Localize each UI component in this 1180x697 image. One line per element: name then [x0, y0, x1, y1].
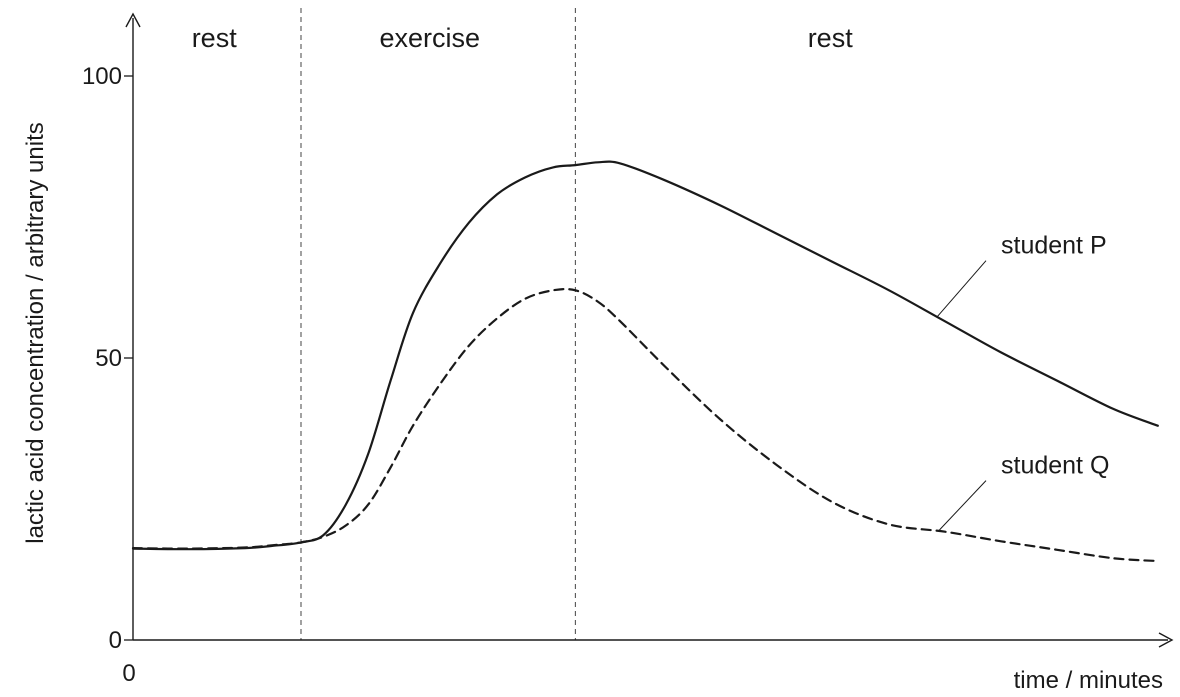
annotations: student P student Q — [936, 232, 1109, 531]
y-ticks: 0 50 100 — [82, 63, 133, 654]
series-line-student-p — [131, 160, 1159, 551]
annotation-leader-line — [936, 260, 987, 318]
series-label: student P — [1001, 232, 1107, 260]
series-label: student Q — [1001, 452, 1109, 480]
series-line-student-q — [131, 287, 1159, 563]
x-ticks: 0 — [122, 660, 135, 687]
phase-boundaries — [300, 8, 576, 640]
series — [131, 160, 1159, 563]
y-tick-label: 50 — [95, 345, 122, 372]
x-axis-title: time / minutes — [1014, 667, 1163, 694]
phase-label: rest — [192, 23, 238, 53]
axes — [125, 12, 1174, 648]
y-tick-label: 0 — [109, 627, 122, 654]
y-tick-label: 100 — [82, 63, 122, 90]
x-tick-label: 0 — [122, 660, 135, 687]
phase-label: exercise — [380, 23, 481, 53]
phase-labels: rest exercise rest — [192, 23, 854, 53]
x-axis-arrowhead — [1158, 632, 1174, 648]
phase-label: rest — [808, 23, 854, 53]
y-axis-arrowhead — [125, 12, 141, 28]
y-axis-title: lactic acid concentration / arbitrary un… — [22, 122, 49, 544]
annotation-leader-line — [939, 480, 987, 531]
